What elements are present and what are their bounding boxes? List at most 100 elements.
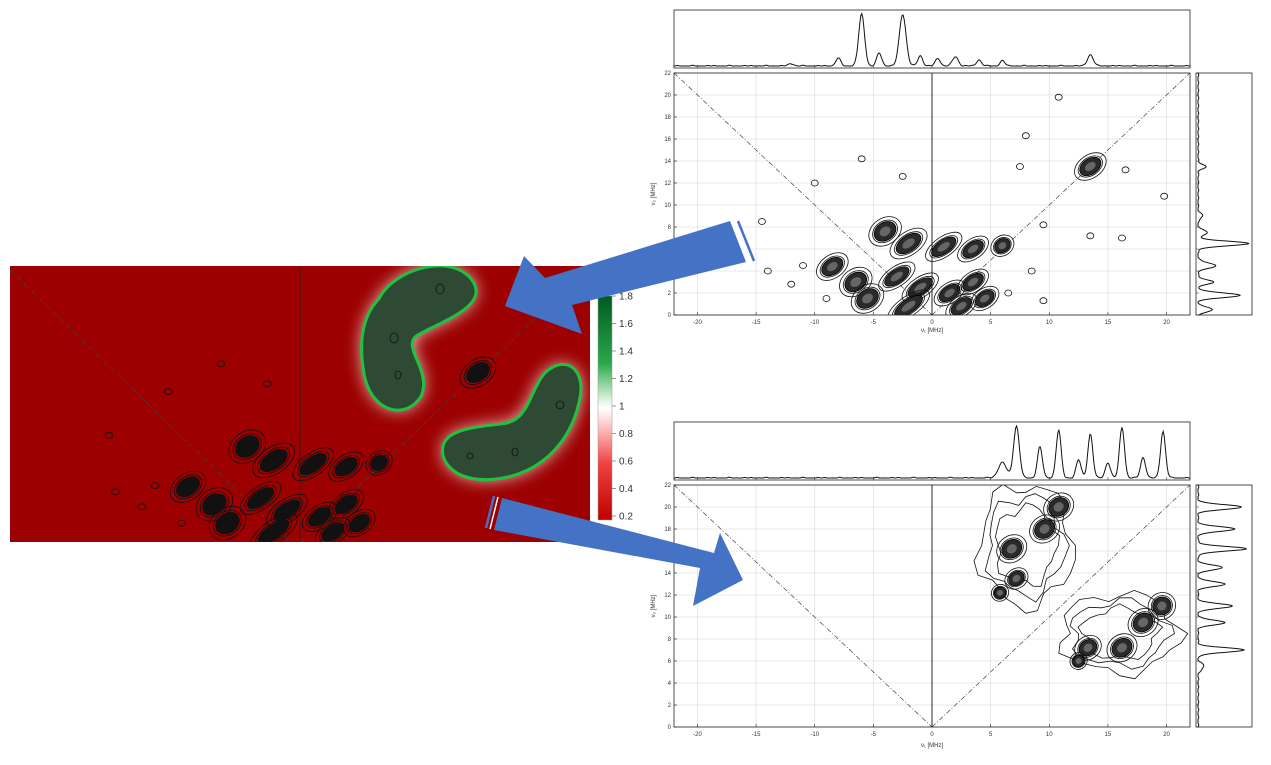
bot-envelope-1-1 (1069, 597, 1175, 670)
bot-peak-8 (1074, 634, 1102, 661)
top-peak-0 (1074, 152, 1107, 181)
filter-peak-8 (208, 506, 247, 541)
top-xtick-6: 10 (1046, 320, 1053, 326)
top-projection-horizontal (673, 9, 1191, 69)
filter-colorbar: 1.8 1.6 1.4 1.2 1 0.8 0.6 0.4 0.2 (597, 292, 633, 523)
filter-panel: 1.8 1.6 1.4 1.2 1 0.8 0.6 0.4 0.2 (10, 266, 633, 542)
top-proj-top-trace (673, 12, 1191, 67)
bot-envelope-1-2 (1077, 603, 1164, 661)
top-peak-10 (901, 272, 939, 303)
top-small-contour-9 (810, 179, 819, 187)
bot-proj-top-trace (673, 424, 1191, 479)
bot-peak-0 (1043, 492, 1075, 522)
top-xtick-0: -20 (693, 320, 702, 326)
filter-peak-12 (328, 489, 364, 520)
top-ytick-11: 22 (664, 71, 671, 77)
filter-small-contour-8 (104, 431, 114, 439)
bot-ytick-9: 18 (664, 527, 671, 533)
top-proj-right-frame (1195, 72, 1253, 316)
top-ylabel: ν₂ [MHz] (651, 182, 657, 205)
bot-peak-4 (990, 583, 1010, 602)
top-small-contour-11 (898, 172, 907, 180)
filter-peak-13 (249, 513, 298, 542)
bot-envelope-0-1 (984, 493, 1070, 603)
bot-ytick-5: 10 (664, 615, 671, 621)
top-ytick-0: 0 (668, 313, 672, 319)
top-xtick-1: -15 (752, 320, 761, 326)
bot-peak-6 (1127, 607, 1159, 638)
filter-peak-6 (169, 470, 207, 503)
filter-small-contour-10 (216, 360, 226, 368)
top-xtick-3: -5 (871, 320, 877, 326)
top-contour-plot: -20-15-10-5051015200246810121416182022 (664, 71, 1191, 326)
top-xtick-4: 0 (930, 320, 934, 326)
top-ytick-6: 12 (664, 181, 671, 187)
chart-top: -20-15-10-5051015200246810121416182022 ν… (651, 9, 1253, 334)
filter-peak-4 (328, 451, 364, 482)
bot-proj-top-frame (673, 421, 1191, 481)
bot-ytick-11: 22 (664, 483, 671, 489)
bot-envelope-0-0 (973, 485, 1076, 614)
top-peak-12 (957, 268, 989, 296)
bot-peak-9 (1069, 652, 1088, 670)
colorbar-tick-7: 0.4 (619, 484, 633, 495)
filter-region-upper (360, 266, 478, 412)
bot-xtick-1: -15 (752, 732, 761, 738)
top-ytick-9: 18 (664, 115, 671, 121)
bot-plot-area (674, 485, 1190, 727)
bot-xtick-7: 15 (1105, 732, 1112, 738)
top-peak-1 (868, 216, 902, 247)
top-small-contour-0 (1054, 93, 1063, 101)
colorbar-tick-5: 0.8 (619, 429, 633, 440)
top-small-contour-6 (1118, 234, 1126, 242)
arrow-top-body (505, 221, 746, 334)
top-small-contour-1 (1021, 132, 1030, 140)
top-small-contour-10 (857, 155, 866, 163)
top-ytick-5: 10 (664, 203, 671, 209)
top-peak-5 (990, 234, 1015, 257)
top-small-contour-5 (1086, 232, 1095, 240)
top-small-contour-14 (799, 262, 807, 269)
top-peak-2 (889, 227, 928, 260)
arrow-bottom-body (494, 498, 743, 606)
colorbar-tick-3: 1.2 (619, 374, 633, 385)
top-small-contour-7 (1039, 221, 1048, 229)
filter-peak-2 (252, 442, 295, 479)
bot-ytick-3: 6 (668, 659, 672, 665)
top-small-contour-15 (822, 295, 831, 302)
bot-envelope-1-0 (1058, 589, 1189, 680)
top-xtick-5: 5 (989, 320, 993, 326)
filter-peak-0 (459, 356, 497, 389)
bot-xtick-0: -20 (693, 732, 702, 738)
bottom-projection-vertical (1195, 484, 1253, 728)
filter-small-contour-13 (137, 503, 147, 511)
filter-peak-5 (365, 450, 393, 476)
top-plot-area (674, 73, 1190, 315)
bot-xtick-4: 0 (930, 732, 934, 738)
top-peak-13 (887, 289, 930, 315)
top-ytick-7: 14 (664, 159, 671, 165)
bot-peak-2 (996, 534, 1028, 564)
bot-ytick-10: 20 (664, 505, 671, 511)
colorbar-tick-1: 1.6 (619, 319, 633, 330)
top-peak-3 (925, 231, 963, 262)
filter-peak-1 (228, 429, 267, 464)
top-projection-vertical (1195, 72, 1253, 316)
filter-peak-9 (239, 481, 282, 515)
colorbar-tick-0: 1.8 (619, 292, 633, 303)
filter-peak-15 (342, 508, 376, 538)
top-proj-top-frame (673, 9, 1191, 69)
top-small-contour-17 (1004, 289, 1013, 297)
top-peak-14 (945, 292, 978, 315)
filter-small-contour-14 (150, 482, 160, 489)
top-small-contour-18 (1039, 297, 1048, 305)
top-xtick-8: 20 (1163, 320, 1170, 326)
bottom-contour-plot: -20-15-10-5051015200246810121416182022 (664, 483, 1191, 738)
bottom-xlabel: ν₁ [MHz] (921, 743, 944, 749)
top-small-contour-4 (1160, 192, 1169, 200)
filter-peak-3 (292, 447, 335, 482)
bot-ytick-0: 0 (668, 725, 672, 731)
top-ytick-8: 16 (664, 137, 671, 143)
colorbar-gradient (597, 295, 613, 521)
top-peak-4 (957, 235, 989, 263)
